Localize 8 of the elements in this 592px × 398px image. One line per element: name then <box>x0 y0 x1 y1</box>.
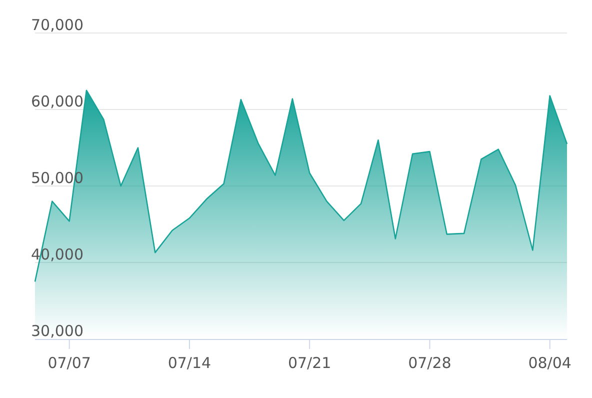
y-tick-label: 30,000 <box>31 322 84 340</box>
y-tick-label: 70,000 <box>31 16 84 34</box>
x-tick-label: 07/07 <box>48 354 91 372</box>
x-tick-label: 07/21 <box>288 354 332 372</box>
x-tick-label: 08/04 <box>528 354 572 372</box>
x-tick-label: 07/14 <box>168 354 212 372</box>
y-tick-label: 60,000 <box>31 92 84 110</box>
x-tick-label: 07/28 <box>408 354 452 372</box>
